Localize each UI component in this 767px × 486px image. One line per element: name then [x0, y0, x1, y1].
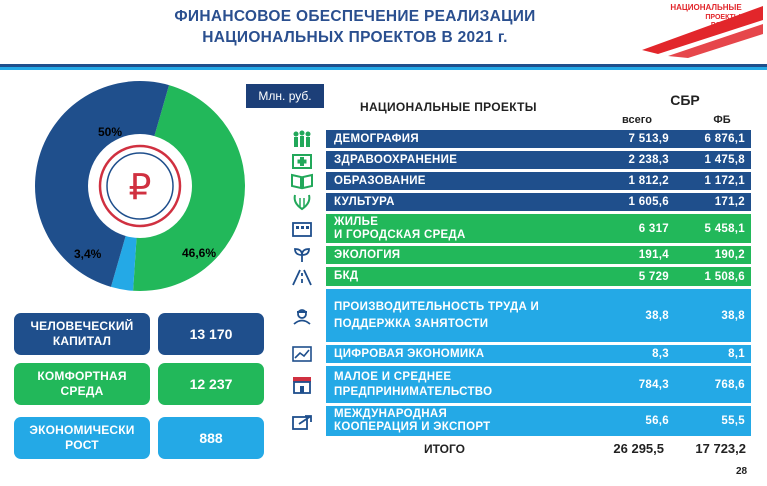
summary-label-human-capital: ЧЕЛОВЕЧЕСКИЙ КАПИТАЛ — [14, 313, 150, 355]
row-total: 1 605,6 — [628, 196, 669, 208]
svg-text:₽: ₽ — [129, 167, 152, 208]
export-icon — [292, 415, 312, 430]
summary-value-economic-growth: 888 — [158, 417, 264, 459]
road-icon — [292, 269, 312, 286]
book-icon — [291, 173, 313, 190]
table-row: БКД 5 729 1 508,6 — [326, 267, 751, 286]
title-line-2: НАЦИОНАЛЬНЫХ ПРОЕКТОВ В 2021 г. — [202, 29, 508, 46]
ruble-icon: ₽ — [98, 144, 182, 228]
table-row: ПРОИЗВОДИТЕЛЬНОСТЬ ТРУДА И ПОДДЕРЖКА ЗАНЯ… — [326, 289, 751, 342]
logo-text-2: ПРОЕКТЫ — [705, 14, 740, 21]
table-header-total: всего — [622, 114, 652, 126]
row-name: ЖИЛЬЕ И ГОРОДСКАЯ СРЕДА — [334, 215, 466, 241]
summary-label-economic-growth: ЭКОНОМИЧЕСКИ РОСТ — [14, 417, 150, 459]
table-row: ЖИЛЬЕ И ГОРОДСКАЯ СРЕДА 6 317 5 458,1 — [326, 214, 751, 243]
row-fb: 1 508,6 — [704, 270, 745, 283]
row-total: 1 812,2 — [628, 175, 669, 187]
row-name: МЕЖДУНАРОДНАЯ КООПЕРАЦИЯ И ЭКСПОРТ — [334, 408, 491, 433]
row-fb: 1 172,1 — [704, 175, 745, 187]
row-fb: 171,2 — [714, 196, 745, 208]
medical-icon — [292, 154, 312, 169]
lyre-icon — [293, 194, 311, 211]
total-fb: 17 723,2 — [695, 441, 746, 456]
row-total: 5 729 — [638, 270, 669, 283]
row-name: БКД — [334, 270, 359, 282]
national-projects-logo: НАЦИОНАЛЬНЫЕ ПРОЕКТЫ РОССИИ — [638, 0, 767, 58]
row-fb: 5 458,1 — [704, 222, 745, 235]
table-header-sbr: СБР — [670, 92, 700, 108]
summary-value-human-capital: 13 170 — [158, 313, 264, 355]
pie-label-green: 46,6% — [182, 246, 216, 260]
row-name: ЦИФРОВАЯ ЭКОНОМИКА — [334, 347, 485, 360]
table-row: ДЕМОГРАФИЯ 7 513,9 6 876,1 — [326, 130, 751, 148]
table-row: ЗДРАВООХРАНЕНИЕ 2 238,3 1 475,8 — [326, 151, 751, 169]
row-name: ОБРАЗОВАНИЕ — [334, 174, 426, 187]
unit-badge: Млн. руб. — [246, 84, 324, 108]
row-fb: 190,2 — [714, 249, 745, 261]
summary-label-comfort-env: КОМФОРТНАЯ СРЕДА — [14, 363, 150, 405]
row-total: 2 238,3 — [628, 154, 669, 166]
page-number: 28 — [736, 466, 748, 477]
worker-icon — [293, 309, 311, 325]
table-row: КУЛЬТУРА 1 605,6 171,2 — [326, 193, 751, 211]
digital-chart-icon — [292, 346, 312, 362]
table-row: МАЛОЕ И СРЕДНЕЕ ПРЕДПРИНИМАТЕЛЬСТВО 784,3… — [326, 366, 751, 403]
row-fb: 1 475,8 — [704, 154, 745, 166]
family-icon — [293, 130, 311, 147]
header-stripe — [0, 64, 767, 70]
table-header-fb: ФБ — [713, 114, 731, 126]
row-name: ЭКОЛОГИЯ — [334, 248, 401, 261]
row-fb: 768,6 — [714, 378, 745, 391]
row-name: ДЕМОГРАФИЯ — [334, 132, 419, 145]
shop-icon — [293, 377, 311, 394]
row-total: 8,3 — [652, 348, 669, 360]
row-total: 191,4 — [638, 249, 669, 261]
logo-text-3: РОССИИ — [711, 22, 741, 29]
table-row: ЦИФРОВАЯ ЭКОНОМИКА 8,3 8,1 — [326, 345, 751, 363]
plant-icon — [294, 248, 310, 262]
page-title: ФИНАНСОВОЕ ОБЕСПЕЧЕНИЕ РЕАЛИЗАЦИИ НАЦИОН… — [120, 6, 590, 48]
title-line-1: ФИНАНСОВОЕ ОБЕСПЕЧЕНИЕ РЕАЛИЗАЦИИ — [174, 8, 536, 25]
row-fb: 6 876,1 — [704, 133, 745, 145]
row-name: ЗДРАВООХРАНЕНИЕ — [334, 153, 458, 166]
total-label: ИТОГО — [424, 442, 465, 456]
table-row: ЭКОЛОГИЯ 191,4 190,2 — [326, 246, 751, 264]
row-total: 38,8 — [645, 309, 669, 322]
pie-label-dark: 50% — [98, 125, 122, 139]
row-total: 784,3 — [638, 378, 669, 391]
row-fb: 8,1 — [728, 348, 745, 360]
row-total: 6 317 — [638, 222, 669, 235]
table-row: ОБРАЗОВАНИЕ 1 812,2 1 172,1 — [326, 172, 751, 190]
row-total: 7 513,9 — [628, 133, 669, 145]
pie-center — [88, 134, 192, 238]
pie-label-light: 3,4% — [74, 247, 102, 261]
row-fb: 38,8 — [721, 309, 745, 322]
total-sum: 26 295,5 — [613, 441, 664, 456]
summary-value-comfort-env: 12 237 — [158, 363, 264, 405]
row-name: ПРОИЗВОДИТЕЛЬНОСТЬ ТРУДА И ПОДДЕРЖКА ЗАНЯ… — [334, 300, 540, 330]
row-total: 56,6 — [645, 415, 669, 427]
row-name: КУЛЬТУРА — [334, 195, 395, 208]
row-name: МАЛОЕ И СРЕДНЕЕ ПРЕДПРИНИМАТЕЛЬСТВО — [334, 370, 493, 398]
table-row: МЕЖДУНАРОДНАЯ КООПЕРАЦИЯ И ЭКСПОРТ 56,6 5… — [326, 406, 751, 436]
row-fb: 55,5 — [721, 415, 745, 427]
building-icon — [292, 222, 312, 237]
logo-text-1: НАЦИОНАЛЬНЫЕ — [670, 3, 742, 12]
table-header-projects: НАЦИОНАЛЬНЫЕ ПРОЕКТЫ — [360, 100, 537, 114]
funding-pie-chart: ₽ 50% 46,6% 3,4% — [35, 81, 246, 292]
